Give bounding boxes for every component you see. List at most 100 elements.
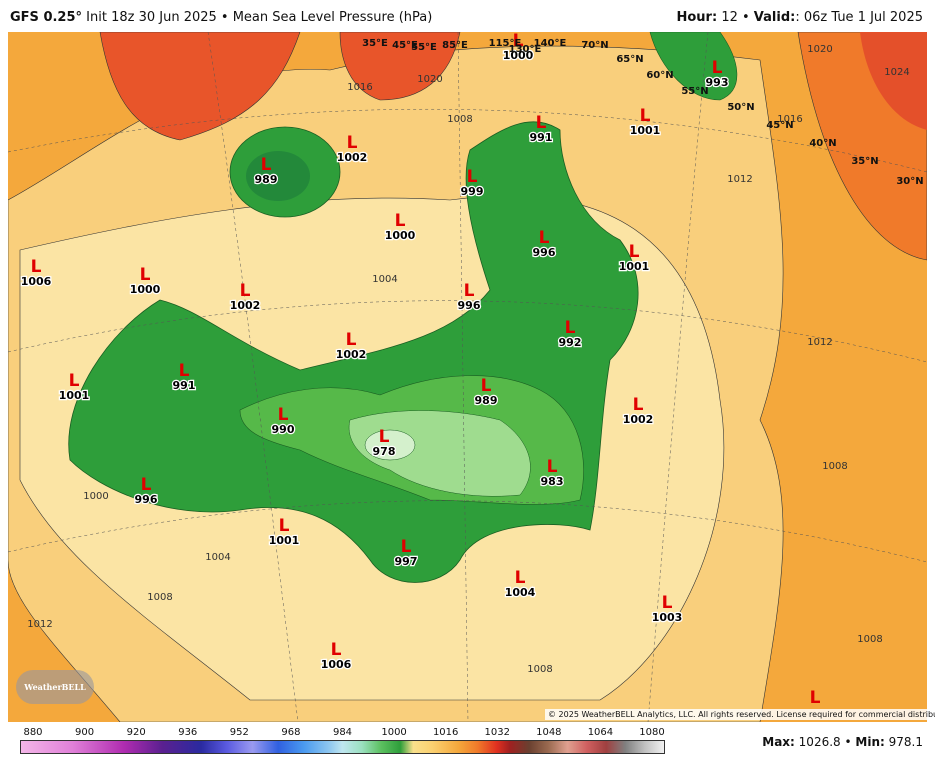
valid: : 06z Tue 1 Jul 2025 xyxy=(795,10,923,25)
valid-label: Valid: xyxy=(753,10,796,25)
model: GFS 0.25° xyxy=(10,10,83,25)
latitude-label: 50°N xyxy=(727,102,754,113)
low-pressure: 1000 xyxy=(385,229,416,242)
low-symbol: L xyxy=(515,568,526,588)
low-symbol: L xyxy=(379,427,390,447)
isobar-label: 1020 xyxy=(807,44,832,55)
longitude-label: 85°E xyxy=(442,40,468,51)
low-pressure: 1000 xyxy=(503,49,534,62)
low-pressure: 989 xyxy=(255,173,278,186)
footer: Max: 1026.8 • Min: 978.1 xyxy=(762,735,923,749)
isobar-label: 1016 xyxy=(777,114,802,125)
low-pressure: 1002 xyxy=(337,151,368,164)
low-pressure: 991 xyxy=(530,131,553,144)
low-pressure: 1001 xyxy=(269,534,300,547)
longitude-label: 115°E xyxy=(489,38,522,49)
isobar-label: 1004 xyxy=(205,552,230,563)
logo-text: WeatherBELL xyxy=(24,682,86,692)
colorbar-tick-label: 920 xyxy=(127,727,146,738)
low-pressure: 997 xyxy=(395,555,418,568)
isobar-label: 1008 xyxy=(147,592,172,603)
longitude-label: 140°E xyxy=(534,38,567,49)
latitude-label: 45°N xyxy=(766,120,793,131)
min-value: 978.1 xyxy=(888,735,923,749)
longitude-label: 55°E xyxy=(411,42,437,53)
low-symbol: L xyxy=(278,405,289,425)
colorbar-tick-label: 936 xyxy=(178,727,197,738)
low-pressure: 1006 xyxy=(321,658,352,671)
low-symbol: L xyxy=(536,113,547,133)
low-symbol: L xyxy=(810,688,821,708)
low-pressure: 978 xyxy=(373,445,396,458)
low-symbol: L xyxy=(395,211,406,231)
colorbar-ticks: 880 900 920 936 952 968 984 1000 1016 1032 1048 106… xyxy=(23,727,664,738)
colorbar-tick-label: 1000 xyxy=(381,727,406,738)
colorbar-tick-label: 968 xyxy=(281,727,300,738)
graticule xyxy=(8,32,927,722)
high-region xyxy=(860,32,927,130)
low-symbol: L xyxy=(261,155,272,175)
low-pressure: 1002 xyxy=(336,348,367,361)
low-symbol: L xyxy=(69,371,80,391)
low-symbol: L xyxy=(179,361,190,381)
isobar-label: 1020 xyxy=(417,74,442,85)
low-pressure: 1001 xyxy=(619,260,650,273)
hour-label: Hour: xyxy=(676,10,718,25)
header-right: Hour: 12 • Valid:: 06z Tue 1 Jul 2025 xyxy=(676,10,923,25)
low-pressure: 996 xyxy=(533,246,556,259)
low-symbol: L xyxy=(279,516,290,536)
low-region xyxy=(364,429,416,461)
isobar-label: 1012 xyxy=(727,174,752,185)
isobar-label: 1012 xyxy=(27,619,52,630)
low-pressure: 1002 xyxy=(230,299,261,312)
high-region xyxy=(99,32,301,141)
low-pressure: 1001 xyxy=(630,124,661,137)
low-symbol: L xyxy=(331,640,342,660)
colorbar-tick-label: 1064 xyxy=(588,727,613,738)
low-pressure: 1006 xyxy=(21,275,52,288)
colorbar xyxy=(20,740,665,754)
low-pressure: 999 xyxy=(461,185,484,198)
high-region xyxy=(339,32,461,101)
copyright: © 2025 WeatherBELL Analytics, LLC. All r… xyxy=(545,709,935,720)
latitude-label: 35°N xyxy=(851,156,878,167)
low-pressure: 992 xyxy=(559,336,582,349)
low-symbol: L xyxy=(467,167,478,187)
low-symbol: L xyxy=(464,281,475,301)
isobar-label: 1012 xyxy=(807,337,832,348)
latitude-label: 40°N xyxy=(809,138,836,149)
longitude-label: 130°E xyxy=(509,44,542,55)
low-pressure: 991 xyxy=(173,379,196,392)
low-pressure: 1001 xyxy=(59,389,90,402)
colorbar-tick-label: 1080 xyxy=(639,727,664,738)
latitude-label: 65°N xyxy=(616,54,643,65)
logo: WeatherBELL xyxy=(16,670,94,704)
low-pressure: 990 xyxy=(272,423,295,436)
isobar-label: 1008 xyxy=(447,114,472,125)
isobar-label: 1016 xyxy=(347,82,372,93)
colorbar-tick-label: 1032 xyxy=(485,727,510,738)
min-label: Min: xyxy=(855,735,885,749)
low-pressure: 993 xyxy=(706,76,729,89)
low-symbol: L xyxy=(140,265,151,285)
latitude-label: 55°N xyxy=(681,86,708,97)
low-symbol: L xyxy=(539,228,550,248)
low-region xyxy=(246,151,310,201)
low-region xyxy=(649,32,738,101)
low-pressure: 996 xyxy=(135,493,158,506)
low-symbol: L xyxy=(240,281,251,301)
low-pressure: 1000 xyxy=(130,283,161,296)
low-symbol: L xyxy=(346,330,357,350)
low-symbol: L xyxy=(141,475,152,495)
colorbar-tick-label: 984 xyxy=(333,727,352,738)
low-symbol: L xyxy=(565,318,576,338)
low-symbol: L xyxy=(401,537,412,557)
low-pressure: 1003 xyxy=(652,611,683,624)
low-symbol: L xyxy=(347,133,358,153)
low-pressure: 1004 xyxy=(505,586,536,599)
low-pressure: 1002 xyxy=(623,413,654,426)
max-value: 1026.8 xyxy=(798,735,841,749)
low-symbol: L xyxy=(662,593,673,613)
